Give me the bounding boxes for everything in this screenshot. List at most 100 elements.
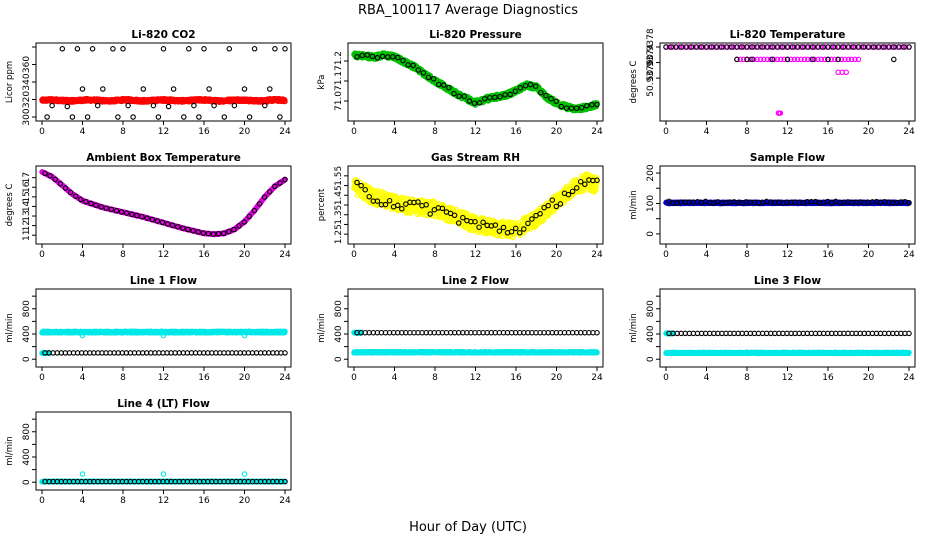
data-point-hourly	[196, 114, 202, 120]
x-tick-label: 8	[744, 127, 750, 137]
panel-title: Li-820 Pressure	[429, 29, 522, 41]
x-tick-label: 0	[39, 127, 45, 137]
data-point-hourly	[201, 46, 207, 52]
x-tick-label: 16	[198, 250, 210, 260]
y-tick-label: 50.9378	[646, 28, 656, 65]
x-tick-label: 24	[279, 127, 291, 137]
data-point-hourly	[165, 103, 172, 110]
data-point-hourly	[170, 86, 177, 92]
data-point-hourly	[181, 114, 187, 120]
data-point-hourly	[150, 102, 157, 109]
plot-frame	[659, 42, 916, 122]
y-tick-label: 17	[22, 172, 32, 183]
data-point-hourly	[191, 102, 197, 109]
data-marks	[663, 44, 912, 116]
x-tick-label: 12	[470, 250, 481, 260]
data-point-hourly	[110, 46, 116, 52]
data-point-hourly	[69, 114, 76, 120]
x-tick-label: 20	[239, 127, 251, 137]
x-tick-label: 12	[158, 250, 169, 260]
y-tick-label: 1.25	[334, 224, 344, 244]
data-point-hourly	[74, 46, 81, 52]
data-point-hourly	[186, 46, 192, 52]
data-marks	[663, 198, 912, 207]
panel-rh: Gas Stream RH0 4 8 12 16 20 241.251.351.451.55…	[317, 152, 604, 260]
data-point-hourly	[100, 86, 106, 92]
y-tick-label: 71.2	[334, 51, 344, 71]
data-point-hourly	[277, 114, 283, 120]
data-point-hourly	[120, 46, 126, 52]
x-tick-label: 4	[392, 250, 398, 260]
x-tick-label: 24	[903, 127, 915, 137]
x-tick-label: 4	[80, 127, 86, 137]
x-tick-label: 16	[822, 127, 834, 137]
x-tick-label: 8	[120, 250, 126, 260]
data-marks	[351, 171, 600, 241]
panel-title: Li-820 CO2	[131, 29, 195, 41]
x-tick-label: 0	[351, 250, 357, 260]
x-tick-label: 12	[470, 127, 481, 137]
x-tick-label: 4	[704, 127, 710, 137]
x-axis-label: Hour of Day (UTC)	[409, 520, 527, 535]
data-point-hourly	[891, 56, 897, 63]
data-marks	[39, 169, 288, 238]
y-tick-label: 1.55	[334, 166, 344, 186]
data-point-hourly	[211, 102, 217, 109]
plot-frame	[35, 42, 292, 122]
y-tick-label: 71.1	[334, 71, 344, 91]
x-tick-label: 24	[591, 250, 603, 260]
data-point-hourly	[262, 102, 268, 109]
data-point-hourly	[44, 114, 50, 120]
panel-title: Sample Flow	[750, 152, 825, 164]
x-tick-label: 4	[392, 127, 398, 137]
y-axis-label: degrees C	[5, 184, 15, 227]
data-point-hourly	[140, 86, 147, 92]
y-tick-label: 1.45	[334, 185, 344, 205]
x-tick-label: 12	[158, 127, 169, 137]
x-tick-label: 8	[120, 127, 126, 137]
data-point-hourly	[84, 114, 91, 120]
data-point-hourly	[272, 46, 278, 52]
x-tick-label: 0	[663, 127, 669, 137]
data-point-hourly	[282, 46, 288, 52]
data-marks	[351, 50, 600, 114]
data-point-minute	[282, 98, 288, 105]
data-point-hourly	[79, 86, 86, 92]
data-point-hourly	[49, 102, 55, 109]
x-tick-label: 20	[239, 250, 251, 260]
x-tick-label: 8	[432, 250, 438, 260]
x-tick-label: 16	[198, 127, 210, 137]
x-tick-label: 20	[551, 250, 563, 260]
panel-title: Gas Stream RH	[431, 152, 520, 164]
data-point-hourly	[221, 114, 228, 120]
data-point-hourly	[155, 114, 162, 120]
data-point-hourly	[89, 46, 96, 52]
data-point-hourly	[160, 46, 167, 52]
data-point-hourly	[231, 102, 238, 109]
x-tick-label: 12	[782, 127, 793, 137]
data-point-hourly	[251, 46, 258, 52]
data-point-hourly	[115, 114, 121, 120]
figure-title: RBA_100117 Average Diagnostics	[358, 3, 578, 18]
data-point-hourly	[246, 114, 253, 120]
x-tick-label: 24	[279, 250, 291, 260]
plot-frame	[35, 165, 292, 245]
data-point-hourly	[125, 102, 131, 109]
x-tick-label: 4	[80, 250, 86, 260]
y-axis-label: degrees C	[629, 61, 639, 104]
data-point-hourly	[226, 46, 233, 52]
data-point-hourly	[206, 86, 212, 92]
y-axis-label: Licor ppm	[5, 61, 15, 103]
data-point-hourly	[241, 86, 248, 92]
x-tick-label: 24	[591, 127, 603, 137]
x-tick-label: 16	[510, 127, 522, 137]
y-tick-label: 1.35	[334, 205, 344, 225]
panel-title: Ambient Box Temperature	[86, 152, 241, 164]
y-tick-label: 360	[22, 56, 32, 73]
